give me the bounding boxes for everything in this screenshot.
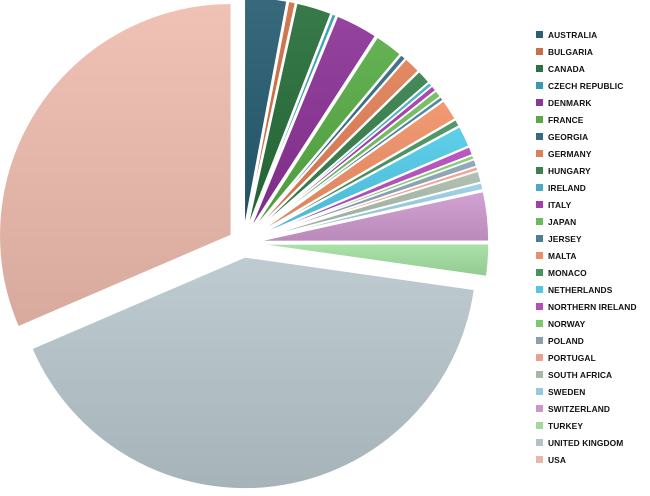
legend-swatch	[536, 116, 543, 123]
pie-slice-malta[interactable]	[254, 99, 457, 237]
legend-item[interactable]: HUNGARY	[536, 162, 648, 179]
legend-label: IRELAND	[548, 182, 586, 193]
legend-swatch	[536, 456, 543, 463]
legend-swatch	[536, 269, 543, 276]
pie-slice-switzerland[interactable]	[256, 190, 490, 243]
legend-swatch	[536, 31, 543, 38]
legend-label: SOUTH AFRICA	[548, 369, 613, 380]
legend-swatch	[536, 371, 543, 378]
pie-slice-netherlands[interactable]	[254, 125, 470, 238]
legend-item[interactable]: SWITZERLAND	[536, 400, 648, 417]
pie-slice-canada[interactable]	[246, 2, 332, 231]
legend-swatch	[536, 82, 543, 89]
legend-swatch	[536, 133, 543, 140]
pie-slice-australia[interactable]	[243, 0, 288, 230]
legend-item[interactable]: PORTUGAL	[536, 349, 648, 366]
pie-slice-sweden[interactable]	[255, 181, 484, 241]
legend-item[interactable]: NETHERLANDS	[536, 281, 648, 298]
pie-slice-germany[interactable]	[251, 58, 420, 234]
legend-item[interactable]: NORTHERN IRELAND	[536, 298, 648, 315]
legend-item[interactable]: MONACO	[536, 264, 648, 281]
legend-label: NORTHERN IRELAND	[548, 301, 637, 312]
pie-slice-usa[interactable]	[0, 2, 233, 328]
legend-item[interactable]: FRANCE	[536, 111, 648, 128]
legend-item[interactable]: CANADA	[536, 60, 648, 77]
legend-swatch	[536, 354, 543, 361]
legend-label: POLAND	[548, 335, 584, 346]
legend-item[interactable]: CZECH REPUBLIC	[536, 77, 648, 94]
legend-label: MONACO	[548, 267, 587, 278]
legend-item[interactable]: SOUTH AFRICA	[536, 366, 648, 383]
legend-swatch	[536, 388, 543, 395]
legend-item[interactable]: SWEDEN	[536, 383, 648, 400]
legend-item[interactable]: MALTA	[536, 247, 648, 264]
legend-swatch	[536, 252, 543, 259]
legend-swatch	[536, 235, 543, 242]
legend-item[interactable]: IRELAND	[536, 179, 648, 196]
legend-swatch	[536, 218, 543, 225]
legend-item[interactable]: GERMANY	[536, 145, 648, 162]
legend-swatch	[536, 422, 543, 429]
pie-slice-united-kingdom[interactable]	[30, 256, 476, 490]
legend-swatch	[536, 167, 543, 174]
legend-swatch	[536, 320, 543, 327]
pie-slice-monaco[interactable]	[254, 118, 461, 237]
legend-swatch	[536, 150, 543, 157]
legend-swatch	[536, 286, 543, 293]
legend-label: DENMARK	[548, 97, 592, 108]
legend-label: CANADA	[548, 63, 585, 74]
legend-item[interactable]: DENMARK	[536, 94, 648, 111]
legend-item[interactable]: UNITED KINGDOM	[536, 434, 648, 451]
pie-slice-jersey[interactable]	[253, 95, 444, 236]
legend-label: MALTA	[548, 250, 577, 261]
legend-label: AUSTRALIA	[548, 29, 598, 40]
legend-swatch	[536, 48, 543, 55]
legend-swatch	[536, 184, 543, 191]
legend-swatch	[536, 405, 543, 412]
legend-item[interactable]: NORWAY	[536, 315, 648, 332]
pie-slice-denmark[interactable]	[248, 15, 377, 232]
legend-swatch	[536, 65, 543, 72]
legend-swatch	[536, 337, 543, 344]
legend-swatch	[536, 99, 543, 106]
legend-item[interactable]: USA	[536, 451, 648, 468]
legend-label: SWEDEN	[548, 386, 586, 397]
legend-swatch	[536, 201, 543, 208]
legend-label: GEORGIA	[548, 131, 589, 142]
legend-swatch	[536, 439, 543, 446]
legend-label: BULGARIA	[548, 46, 593, 57]
legend-label: ITALY	[548, 199, 572, 210]
legend-swatch	[536, 303, 543, 310]
legend-label: PORTUGAL	[548, 352, 596, 363]
legend-item[interactable]: ITALY	[536, 196, 648, 213]
legend-item[interactable]: TURKEY	[536, 417, 648, 434]
legend-label: UNITED KINGDOM	[548, 437, 624, 448]
legend-item[interactable]: JAPAN	[536, 213, 648, 230]
legend-label: JERSEY	[548, 233, 582, 244]
legend-label: NORWAY	[548, 318, 586, 329]
legend-label: SWITZERLAND	[548, 403, 611, 414]
legend-label: HUNGARY	[548, 165, 591, 176]
pie-slice-czech-republic[interactable]	[247, 13, 337, 231]
legend-item[interactable]: JERSEY	[536, 230, 648, 247]
legend-label: USA	[548, 454, 566, 465]
legend-item[interactable]: GEORGIA	[536, 128, 648, 145]
legend-item[interactable]: BULGARIA	[536, 43, 648, 60]
chart-legend: AUSTRALIA BULGARIA CANADA CZECH REPUBLIC DEN…	[536, 26, 648, 468]
legend-label: FRANCE	[548, 114, 584, 125]
pie-slice-bulgaria[interactable]	[245, 0, 297, 231]
legend-item[interactable]: POLAND	[536, 332, 648, 349]
legend-label: NETHERLANDS	[548, 284, 613, 295]
legend-item[interactable]: AUSTRALIA	[536, 26, 648, 43]
legend-label: GERMANY	[548, 148, 592, 159]
legend-label: CZECH REPUBLIC	[548, 80, 624, 91]
legend-label: TURKEY	[548, 420, 584, 431]
pie-slices	[0, 0, 490, 490]
pie-slice-france[interactable]	[250, 36, 402, 233]
legend-label: JAPAN	[548, 216, 577, 227]
pie-slice-turkey[interactable]	[256, 242, 490, 278]
